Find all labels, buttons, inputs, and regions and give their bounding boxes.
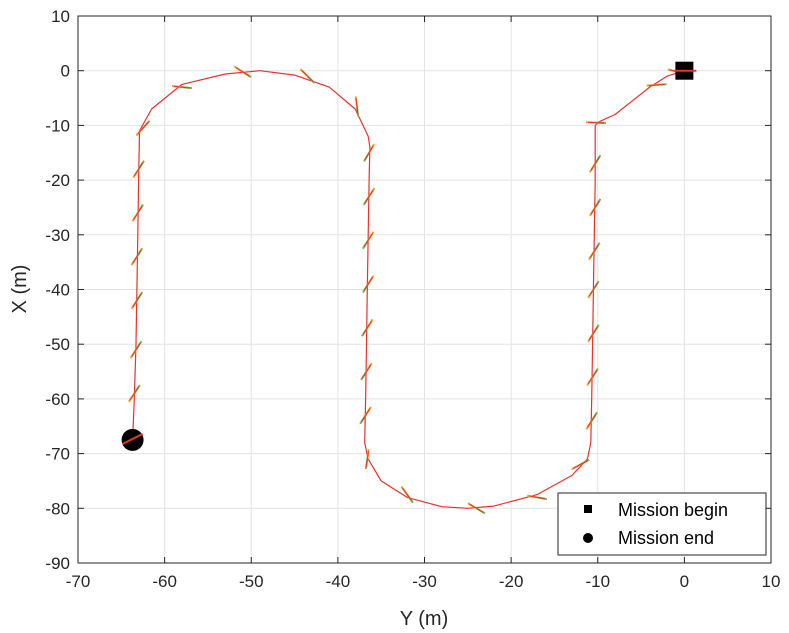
- y-axis-label: X (m): [9, 265, 31, 314]
- legend-label-end: Mission end: [618, 528, 714, 548]
- heading-glyph-center: [587, 370, 598, 385]
- heading-glyph-center: [133, 162, 144, 177]
- heading-glyph: [400, 485, 414, 504]
- heading-glyph: [587, 280, 600, 299]
- heading-glyph-center: [361, 364, 372, 379]
- y-tick-label: 0: [61, 62, 70, 81]
- heading-glyph-center: [360, 408, 371, 423]
- heading-glyph: [130, 291, 144, 310]
- heading-glyph: [362, 187, 376, 206]
- heading-glyph-center: [137, 121, 149, 135]
- y-tick-label: 10: [51, 7, 70, 26]
- x-tick-label: -60: [152, 572, 177, 591]
- x-axis-ticks: -70 -60 -50 -40 -30 -20 -10 0 10: [66, 16, 781, 591]
- legend-square-icon: [584, 505, 592, 513]
- y-axis-ticks: -90 -80 -70 -60 -50 -40 -30 -20 -10 0 10: [45, 7, 771, 573]
- heading-glyph-center: [573, 460, 588, 469]
- heading-glyph-center: [355, 98, 359, 115]
- heading-glyph-center: [363, 277, 373, 292]
- mission-end-heading: [122, 433, 144, 445]
- y-tick-label: -70: [45, 445, 70, 464]
- x-tick-label: -40: [326, 572, 351, 591]
- mission-markers-layer: [121, 61, 697, 451]
- heading-glyph: [589, 198, 602, 217]
- y-tick-label: -20: [45, 171, 70, 190]
- heading-glyph-center: [362, 320, 373, 335]
- heading-glyph: [171, 85, 192, 90]
- heading-glyph-center: [235, 67, 250, 77]
- heading-glyph-center: [529, 495, 546, 500]
- y-tick-label: -50: [45, 335, 70, 354]
- heading-glyph: [132, 160, 145, 179]
- legend-label-begin: Mission begin: [618, 500, 728, 520]
- heading-glyph: [131, 203, 144, 222]
- heading-glyph: [467, 502, 486, 515]
- heading-glyph-center: [132, 293, 142, 308]
- heading-glyph-center: [365, 451, 369, 468]
- heading-glyph: [130, 247, 144, 266]
- heading-glyph-center: [131, 342, 141, 357]
- heading-glyph: [360, 362, 373, 381]
- x-tick-label: -50: [239, 572, 264, 591]
- heading-glyph-center: [133, 205, 143, 220]
- x-tick-label: -20: [499, 572, 524, 591]
- x-axis-label: Y (m): [400, 608, 449, 630]
- heading-glyph: [299, 68, 316, 84]
- heading-glyph: [646, 83, 667, 87]
- y-tick-label: -60: [45, 390, 70, 409]
- x-tick-label: -10: [585, 572, 610, 591]
- heading-glyph-center: [301, 70, 314, 83]
- y-tick-label: -80: [45, 499, 70, 518]
- heading-glyph: [127, 384, 141, 403]
- heading-glyph: [588, 242, 601, 261]
- y-tick-label: -30: [45, 226, 70, 245]
- heading-glyph: [129, 340, 143, 359]
- heading-glyph-center: [173, 85, 190, 89]
- x-tick-label: 10: [762, 572, 781, 591]
- y-tick-label: -40: [45, 281, 70, 300]
- heading-glyph: [363, 143, 375, 162]
- heading-glyph: [586, 368, 599, 386]
- heading-glyph-center: [364, 145, 374, 160]
- heading-glyph-center: [588, 121, 605, 124]
- heading-glyph-center: [588, 282, 599, 297]
- heading-glyph: [361, 275, 375, 294]
- y-tick-label: -10: [45, 116, 70, 135]
- legend: Mission begin Mission end: [557, 492, 767, 556]
- heading-glyph: [527, 494, 548, 501]
- legend-circle-icon: [583, 533, 593, 543]
- heading-glyph-center: [586, 413, 597, 428]
- heading-glyph: [233, 65, 252, 78]
- heading-glyph-center: [588, 326, 599, 341]
- heading-glyph: [571, 458, 590, 471]
- heading-glyph: [587, 324, 600, 343]
- y-tick-label: -90: [45, 554, 70, 573]
- heading-glyph: [135, 120, 151, 137]
- heading-glyph-center: [364, 189, 374, 204]
- legend-box: [557, 492, 767, 556]
- heading-glyph-center: [590, 200, 600, 215]
- heading-glyph: [361, 231, 375, 250]
- heading-glyph: [589, 154, 602, 173]
- x-tick-label: -30: [412, 572, 437, 591]
- heading-glyph: [364, 449, 370, 470]
- heading-glyph-center: [132, 249, 142, 264]
- heading-glyph-center: [402, 487, 413, 502]
- heading-glyph-center: [129, 386, 140, 401]
- x-tick-label: 0: [680, 572, 689, 591]
- heading-glyph: [361, 318, 374, 337]
- trajectory-path-layer: [132, 70, 685, 509]
- heading-glyph-center: [648, 83, 665, 86]
- x-tick-label: -70: [66, 572, 91, 591]
- heading-glyph: [359, 406, 372, 425]
- heading-glyph: [354, 96, 360, 117]
- heading-glyph: [585, 121, 607, 125]
- heading-glyph-center: [589, 244, 599, 259]
- heading-glyph-center: [363, 233, 373, 248]
- trajectory-line: [132, 70, 685, 509]
- heading-glyph: [585, 411, 598, 430]
- heading-glyph-center: [469, 503, 484, 513]
- heading-glyph-center: [590, 156, 600, 171]
